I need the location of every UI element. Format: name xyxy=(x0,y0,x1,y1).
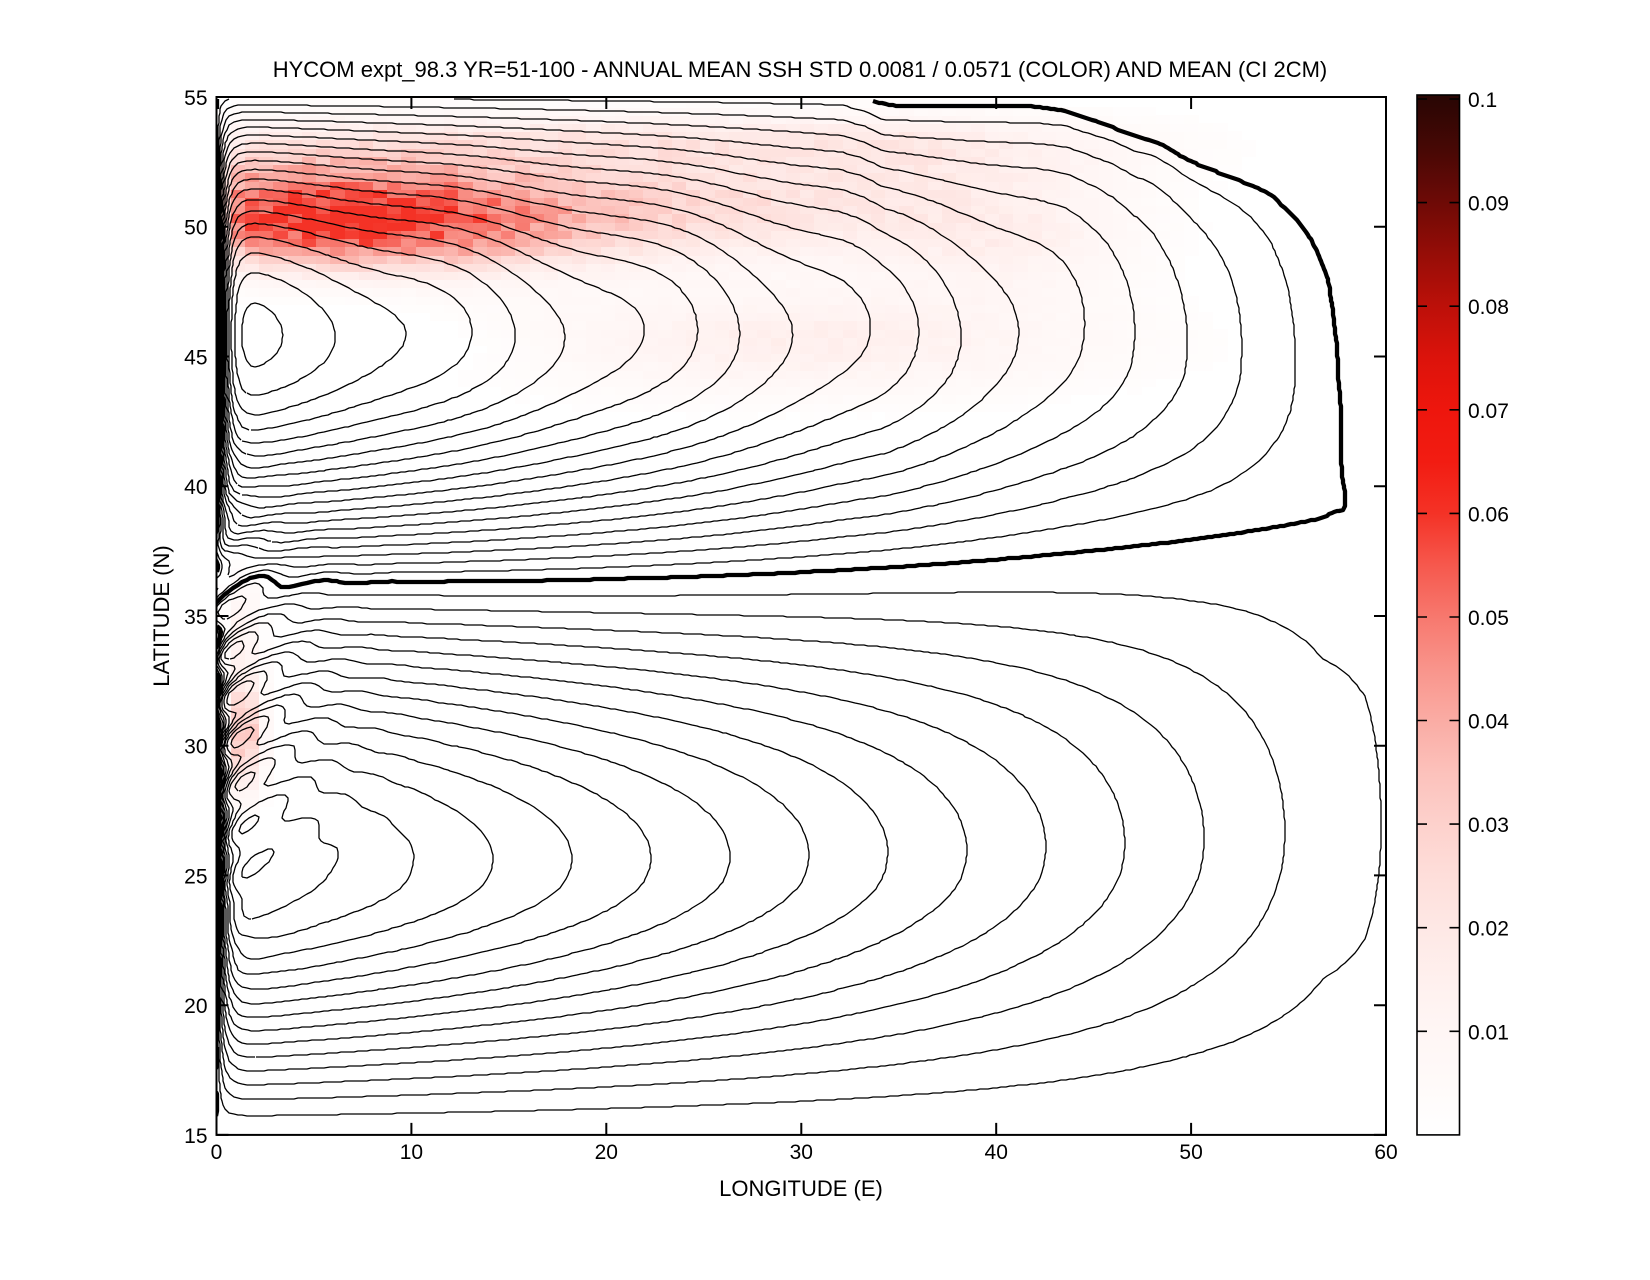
svg-text:30: 30 xyxy=(790,1141,813,1164)
svg-text:LONGITUDE (E): LONGITUDE (E) xyxy=(719,1176,883,1201)
svg-text:LATITUDE (N): LATITUDE (N) xyxy=(149,545,174,686)
svg-text:40: 40 xyxy=(184,476,207,499)
svg-text:0.08: 0.08 xyxy=(1468,296,1509,319)
svg-text:0.02: 0.02 xyxy=(1468,918,1509,941)
svg-text:0.03: 0.03 xyxy=(1468,814,1509,837)
svg-text:0: 0 xyxy=(211,1141,223,1164)
svg-text:20: 20 xyxy=(595,1141,618,1164)
svg-text:40: 40 xyxy=(985,1141,1008,1164)
svg-text:0.07: 0.07 xyxy=(1468,400,1509,423)
svg-text:20: 20 xyxy=(184,995,207,1018)
svg-text:0.1: 0.1 xyxy=(1468,89,1497,112)
svg-text:30: 30 xyxy=(184,736,207,759)
svg-text:0.04: 0.04 xyxy=(1468,711,1509,734)
svg-text:0.09: 0.09 xyxy=(1468,193,1509,216)
svg-text:0.06: 0.06 xyxy=(1468,503,1509,526)
svg-text:55: 55 xyxy=(184,87,207,110)
svg-text:HYCOM expt_98.3 YR=51-100 - AN: HYCOM expt_98.3 YR=51-100 - ANNUAL MEAN … xyxy=(273,57,1328,82)
svg-text:0.05: 0.05 xyxy=(1468,607,1509,630)
svg-text:10: 10 xyxy=(400,1141,423,1164)
svg-text:0.01: 0.01 xyxy=(1468,1021,1509,1044)
svg-text:50: 50 xyxy=(1179,1141,1202,1164)
svg-text:50: 50 xyxy=(184,217,207,240)
svg-text:25: 25 xyxy=(184,865,207,888)
svg-text:15: 15 xyxy=(184,1125,207,1148)
svg-text:35: 35 xyxy=(184,606,207,629)
svg-text:45: 45 xyxy=(184,347,207,370)
svg-text:60: 60 xyxy=(1374,1141,1397,1164)
